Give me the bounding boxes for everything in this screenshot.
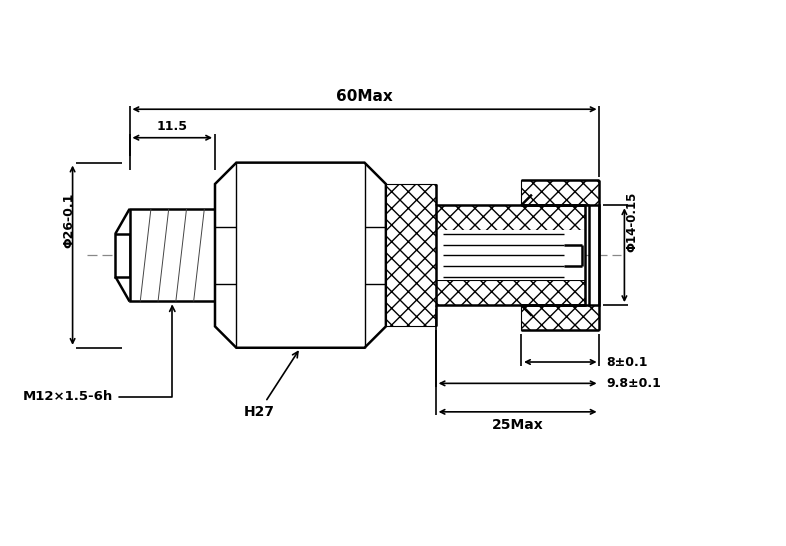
Text: Φ14-0.15: Φ14-0.15 [625,191,638,252]
Bar [116,234,130,277]
Text: 9.8±0.1: 9.8±0.1 [607,377,662,390]
Polygon shape [521,305,532,316]
Bar [130,209,215,301]
Polygon shape [215,163,386,348]
Bar [435,205,586,305]
Text: Φ26-0.1: Φ26-0.1 [63,193,75,248]
Polygon shape [521,195,532,205]
Text: 60Max: 60Max [336,88,393,104]
Bar [521,180,600,205]
Text: 25Max: 25Max [492,418,543,431]
Bar [435,205,586,230]
Bar [435,280,586,305]
Bar [589,205,600,305]
Bar [386,184,435,327]
Bar [435,230,586,280]
Text: 11.5: 11.5 [156,121,188,133]
Text: M12×1.5-6h: M12×1.5-6h [23,306,175,403]
Text: 8±0.1: 8±0.1 [607,355,648,369]
Bar [521,305,600,330]
Text: H27: H27 [244,352,298,419]
